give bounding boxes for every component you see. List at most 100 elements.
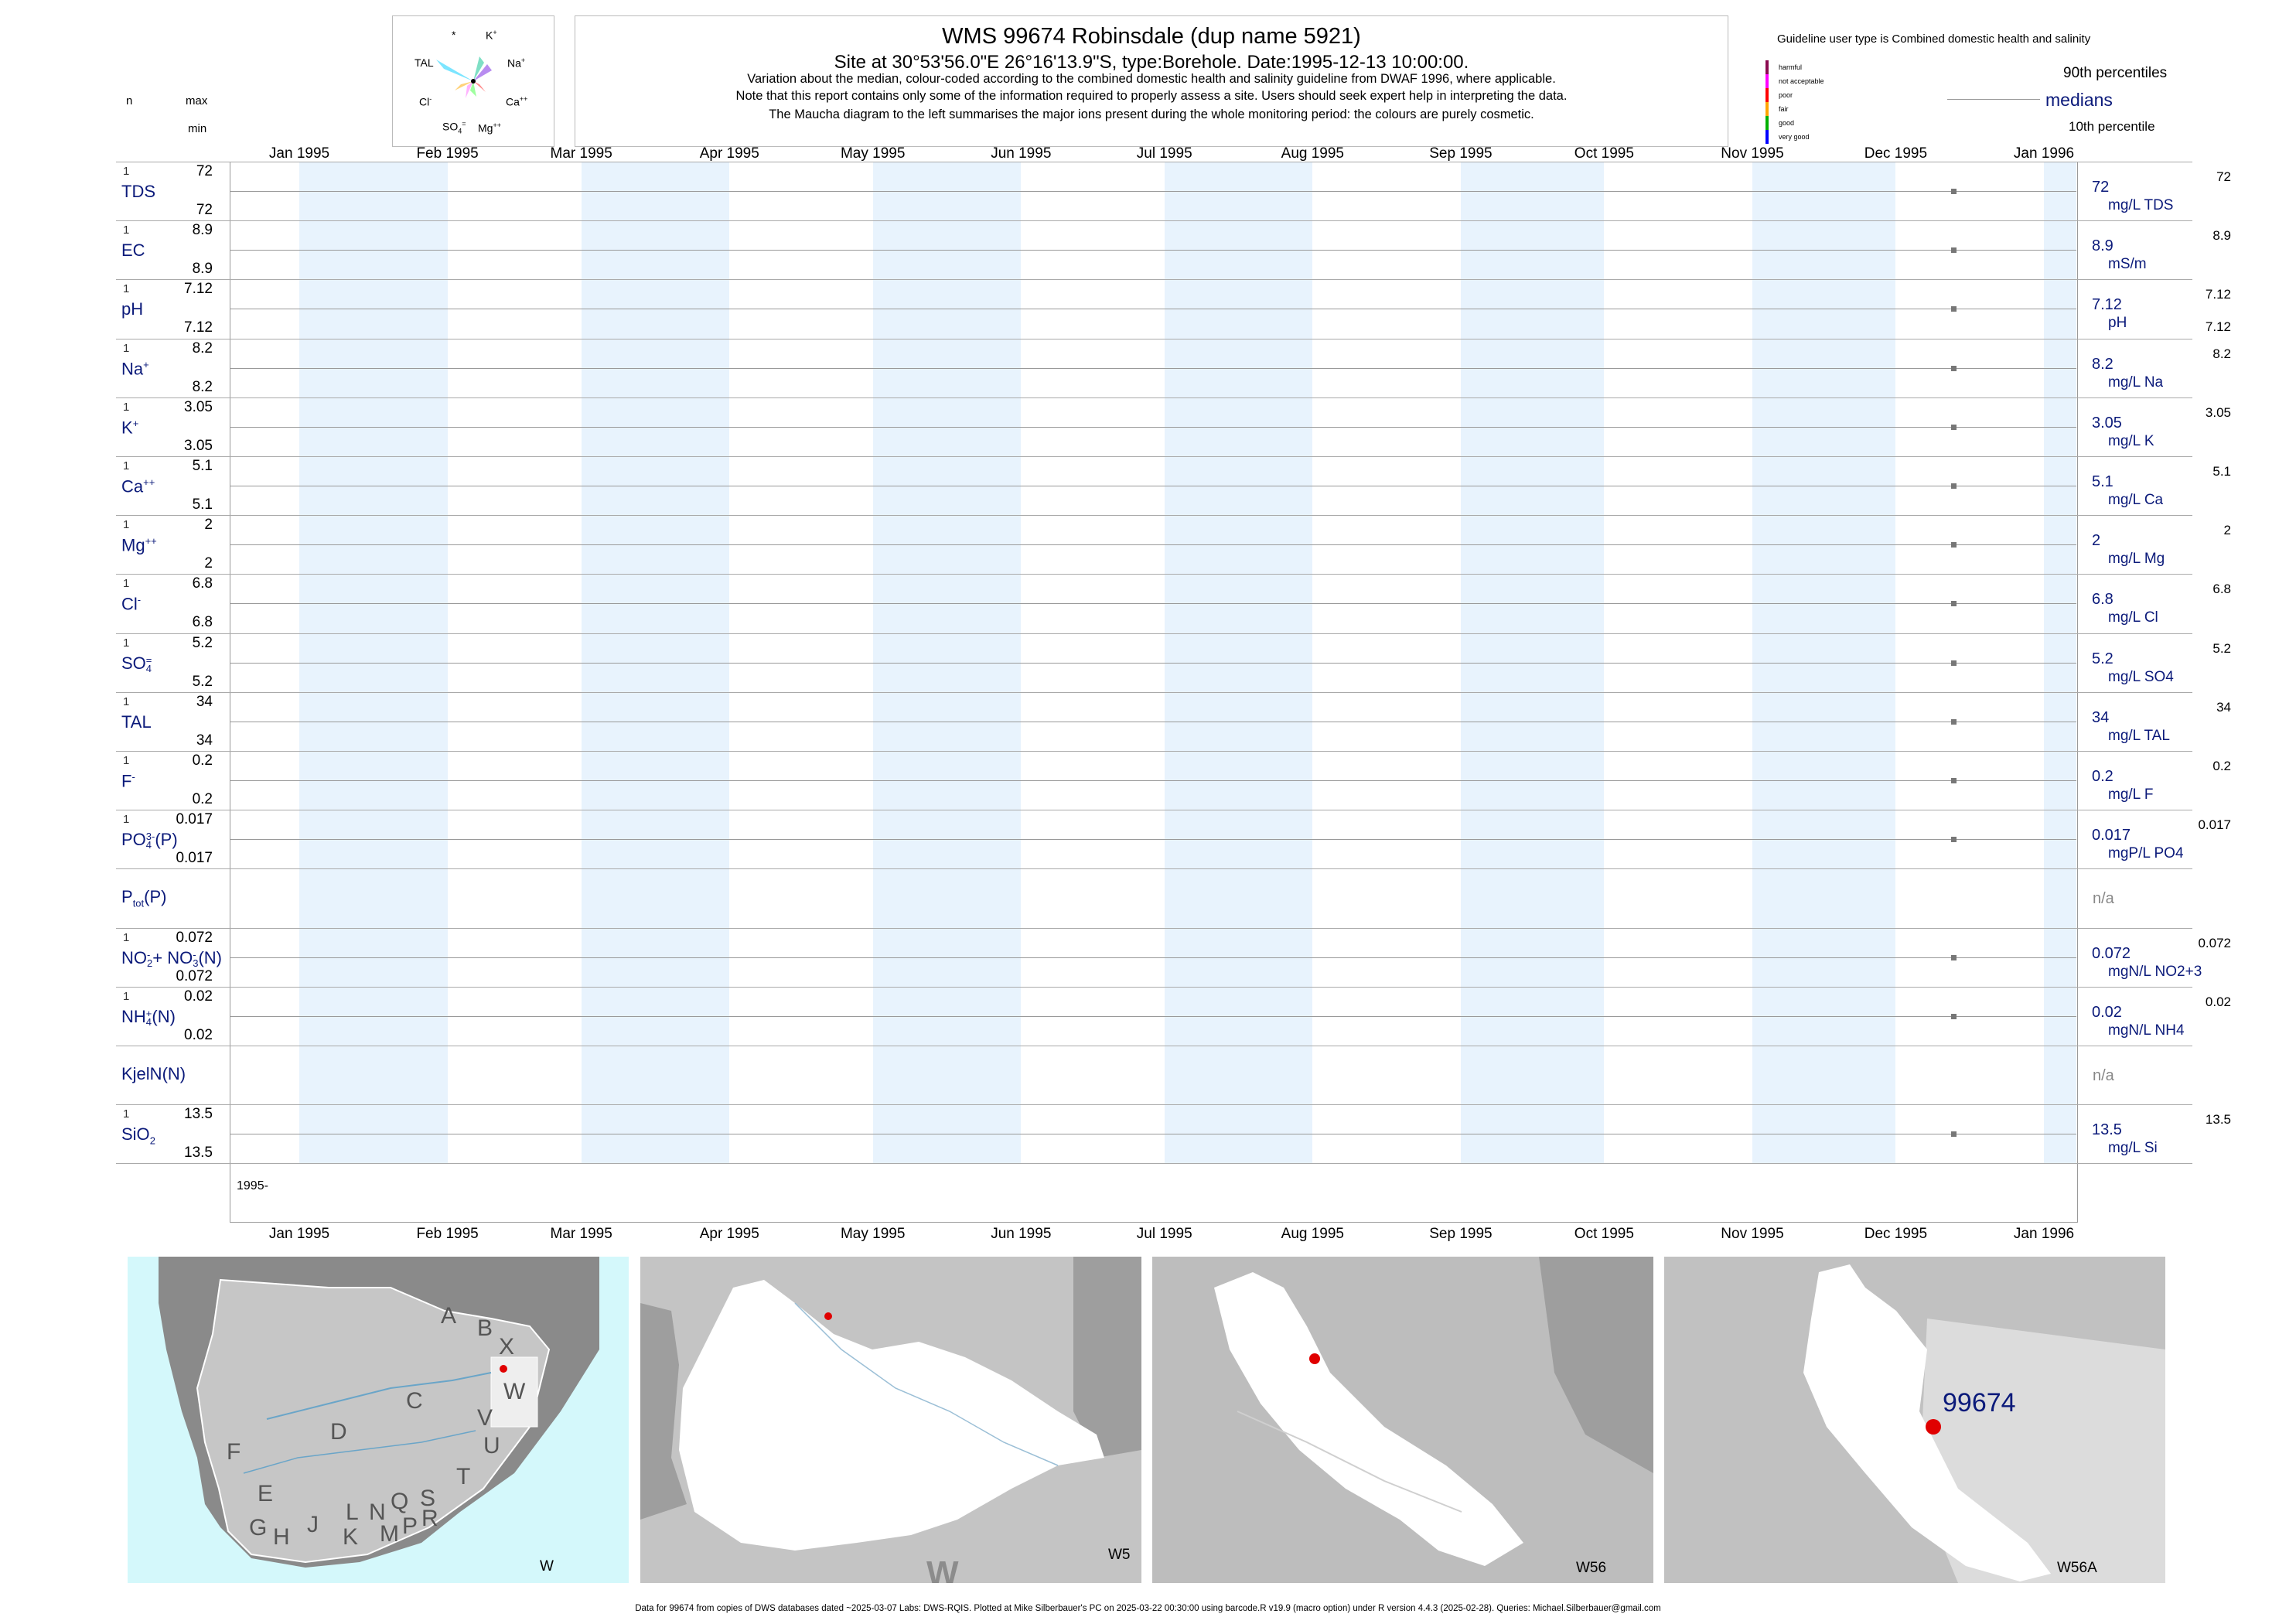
data-point: [1950, 424, 1957, 430]
row-label-part: PO: [121, 830, 146, 850]
row-label-part: Mg: [121, 535, 145, 555]
chart-area: Jan 1995 Jan 1995 Feb 1995 Feb 1995 Mar 1995…: [116, 145, 2231, 1242]
row-label: KjelN(N): [121, 1064, 186, 1084]
legend-swatch-very-good: [1765, 130, 1769, 144]
row-label: SO = 4: [121, 653, 152, 674]
map-letter-v: V: [477, 1405, 493, 1431]
median-line: [230, 367, 2076, 369]
row-min: 13.5: [184, 1145, 213, 1162]
row-max: 5.1: [192, 458, 213, 474]
maucha-label-mg: Mg++: [478, 121, 501, 135]
maucha-star: *: [452, 29, 456, 41]
row-label-part: -: [131, 771, 135, 783]
median-line: [230, 780, 2076, 781]
month-label-bottom: Jan 1995: [268, 1226, 330, 1242]
row-divider-last: [116, 1163, 2192, 1165]
map-w: A B X W C D V U F T E S Q L N R P G H J …: [128, 1257, 629, 1583]
map-w5-watermark: W: [926, 1554, 959, 1583]
row-label-part: +: [143, 358, 149, 370]
maucha-petal-ca: [473, 81, 486, 92]
maucha-petal-so4: [466, 81, 473, 98]
row-label-part: + NO: [152, 947, 193, 967]
data-point: [1950, 1013, 1957, 1019]
page-title: WMS 99674 Robinsdale (dup name 5921): [942, 24, 1361, 49]
legend-medians: medians: [2045, 90, 2113, 110]
median-line: [230, 544, 2076, 546]
row-n: 1: [123, 930, 130, 944]
row-divider: [116, 1104, 2192, 1106]
row-n: 1: [123, 577, 130, 591]
row-min: 8.9: [192, 261, 213, 278]
row-divider: [116, 574, 2192, 575]
row-p90: 2: [2223, 523, 2231, 538]
row-p90: 0.02: [2205, 994, 2231, 1009]
maucha-diagram-box: * K+ TAL Na+ Cl- Ca++ SO4= Mg++: [392, 15, 554, 147]
data-point: [1950, 660, 1957, 666]
maucha-label-cl: Cl-: [419, 95, 432, 108]
row-label-sub: 4: [145, 662, 152, 674]
legend-p90: 90th percentiles: [2063, 65, 2168, 81]
row-na: n/a: [2093, 890, 2114, 908]
row-label-part: P: [121, 887, 133, 907]
row-median-value: 0.072: [2092, 944, 2131, 962]
row-min: 5.2: [192, 673, 213, 690]
row-label-sub-2: 3: [193, 957, 199, 969]
row-label: NH +4 (N): [121, 1007, 176, 1027]
row-p90: 5.1: [2212, 464, 2231, 479]
row-max: 13.5: [184, 1106, 213, 1123]
row-label-script: +4: [145, 1008, 152, 1028]
map-w-svg: [159, 1257, 599, 1568]
map-letter-h: H: [273, 1524, 290, 1550]
month-label-top: Oct 1995: [1574, 145, 1634, 162]
map-letter-f: F: [227, 1439, 241, 1465]
row-p10: 7.12: [2205, 319, 2231, 335]
month-label-top: Dec 1995: [1864, 145, 1928, 162]
map-w-river: [266, 1372, 492, 1420]
row-label: SiO2: [121, 1124, 155, 1146]
row-label: Na+: [121, 359, 149, 379]
legend-median-line: [1947, 99, 2040, 100]
month-label-bottom: Jul 1995: [1136, 1226, 1192, 1242]
maucha-label-ca: Ca++: [506, 95, 528, 108]
row-median-value: 8.2: [2092, 355, 2113, 373]
map-w5-label: W5: [1108, 1547, 1131, 1563]
data-point: [1950, 365, 1957, 371]
guideline-text: Guideline user type is Combined domestic…: [1777, 32, 2091, 46]
row-label: EC: [121, 241, 145, 261]
maucha-label-na: Na+: [507, 56, 526, 70]
row-max: 6.8: [192, 575, 213, 592]
note-line-2: Note that this report contains only some…: [735, 89, 1568, 103]
row-label: Ca++: [121, 476, 155, 496]
note-line-1: Variation about the median, colour-coded…: [747, 72, 1556, 86]
row-label-sub: 4: [145, 1015, 152, 1028]
row-n: 1: [123, 694, 130, 708]
maucha-label-tal: TAL: [415, 56, 434, 69]
month-label-bottom: Feb 1995: [416, 1226, 479, 1242]
month-label-bottom: Aug 1995: [1281, 1226, 1345, 1242]
row-label-part: pH: [121, 299, 144, 319]
legend-class-fair: fair: [1779, 105, 1789, 113]
row-median-value: 0.2: [2092, 768, 2113, 785]
map-w5-svg: [640, 1257, 1141, 1551]
month-label-bottom: Jan 1996: [2013, 1226, 2075, 1242]
data-point: [1950, 306, 1957, 312]
row-max: 2: [204, 517, 213, 534]
row-unit: mg/L K: [2108, 432, 2154, 449]
row-label-script: 3- 4: [146, 831, 155, 850]
n-header: n: [126, 94, 133, 107]
row-max: 5.2: [192, 634, 213, 651]
month-label-top: Aug 1995: [1281, 145, 1345, 162]
map-letter-w: W: [503, 1379, 526, 1404]
row-divider: [116, 397, 2192, 398]
row-label-part: ++: [145, 535, 157, 548]
map-w5-dark-left: [640, 1303, 687, 1520]
row-min: 2: [204, 555, 213, 572]
data-point: [1950, 483, 1957, 489]
row-label-sub: 2: [147, 957, 153, 969]
row-n: 1: [123, 282, 130, 296]
row-label-part: (P): [144, 887, 167, 907]
row-median-value: 13.5: [2092, 1121, 2122, 1139]
row-n: 1: [123, 518, 130, 532]
site-description: Site at 30°53'56.0"E 26°16'13.9"S, type:…: [834, 52, 1469, 73]
row-median-value: 0.02: [2092, 1003, 2122, 1021]
